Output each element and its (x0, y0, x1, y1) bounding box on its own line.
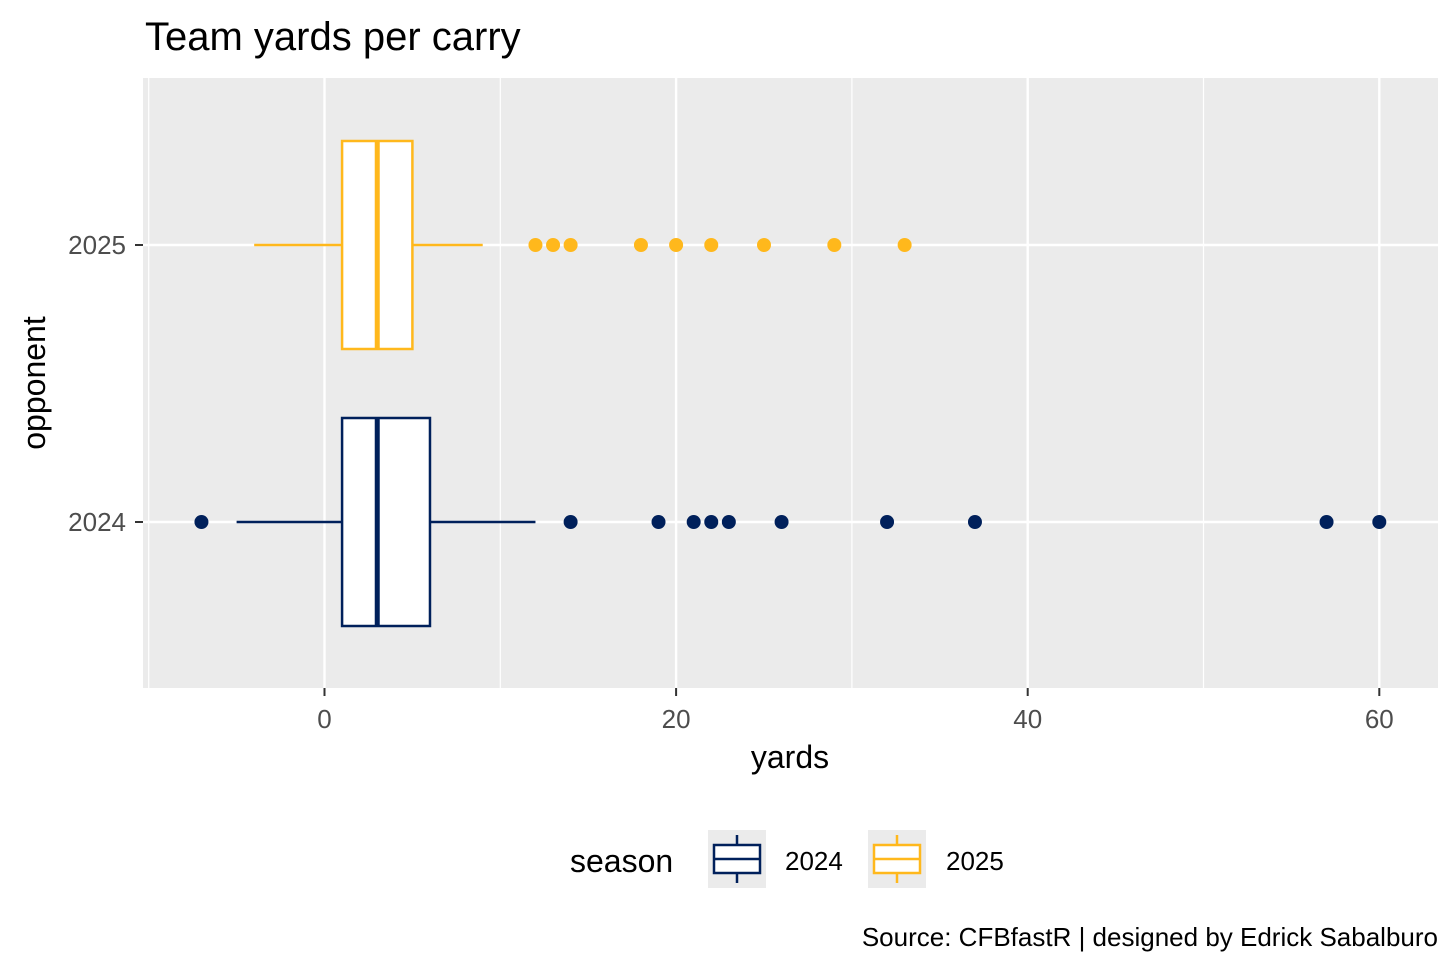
chart-title: Team yards per carry (145, 15, 521, 59)
boxplot-2024 (194, 416, 1387, 628)
outlier-point (633, 238, 648, 252)
outlier-point (669, 238, 684, 252)
legend-key-2025: 2025 (868, 830, 1004, 888)
box (340, 416, 432, 628)
x-tick-label: 60 (1365, 704, 1394, 734)
legend-title: season (570, 843, 673, 879)
legend-key-2024: 2024 (708, 830, 843, 888)
outlier-point (897, 238, 912, 252)
y-axis-title: opponent (16, 316, 52, 450)
outlier-point (546, 238, 561, 252)
legend-label: 2024 (785, 846, 843, 876)
outlier-point (967, 515, 982, 529)
y-tick-label: 2025 (68, 230, 126, 260)
legend: season 2024 2025 (570, 830, 1004, 888)
x-tick-label: 20 (662, 704, 691, 734)
outlier-point (194, 515, 209, 529)
outlier-point (721, 515, 736, 529)
outlier-point (1372, 515, 1387, 529)
outlier-point (563, 515, 578, 529)
y-tick-label: 2024 (68, 507, 126, 537)
outlier-point (563, 238, 578, 252)
box-series (194, 139, 1387, 628)
legend-label: 2025 (946, 846, 1004, 876)
outlier-point (757, 238, 771, 252)
outlier-point (651, 515, 666, 529)
outlier-point (827, 238, 842, 252)
outlier-point (1319, 515, 1334, 529)
y-axis: 2025 2024 (68, 230, 143, 537)
outlier-point (880, 515, 895, 529)
x-axis: 0 20 40 60 (317, 688, 1394, 734)
x-axis-title: yards (751, 739, 829, 775)
x-tick-label: 40 (1013, 704, 1042, 734)
plot-panel (143, 78, 1438, 688)
outlier-point (704, 515, 719, 529)
outlier-point (704, 238, 719, 252)
x-tick-label: 0 (317, 704, 331, 734)
outlier-point (528, 238, 543, 252)
outlier-point (686, 515, 701, 529)
legend-keys: 2024 2025 (708, 830, 1004, 888)
minor-gridlines (148, 78, 1205, 688)
boxplot-2025 (254, 139, 912, 351)
outlier-point (774, 515, 789, 529)
caption: Source: CFBfastR | designed by Edrick Sa… (862, 922, 1438, 952)
